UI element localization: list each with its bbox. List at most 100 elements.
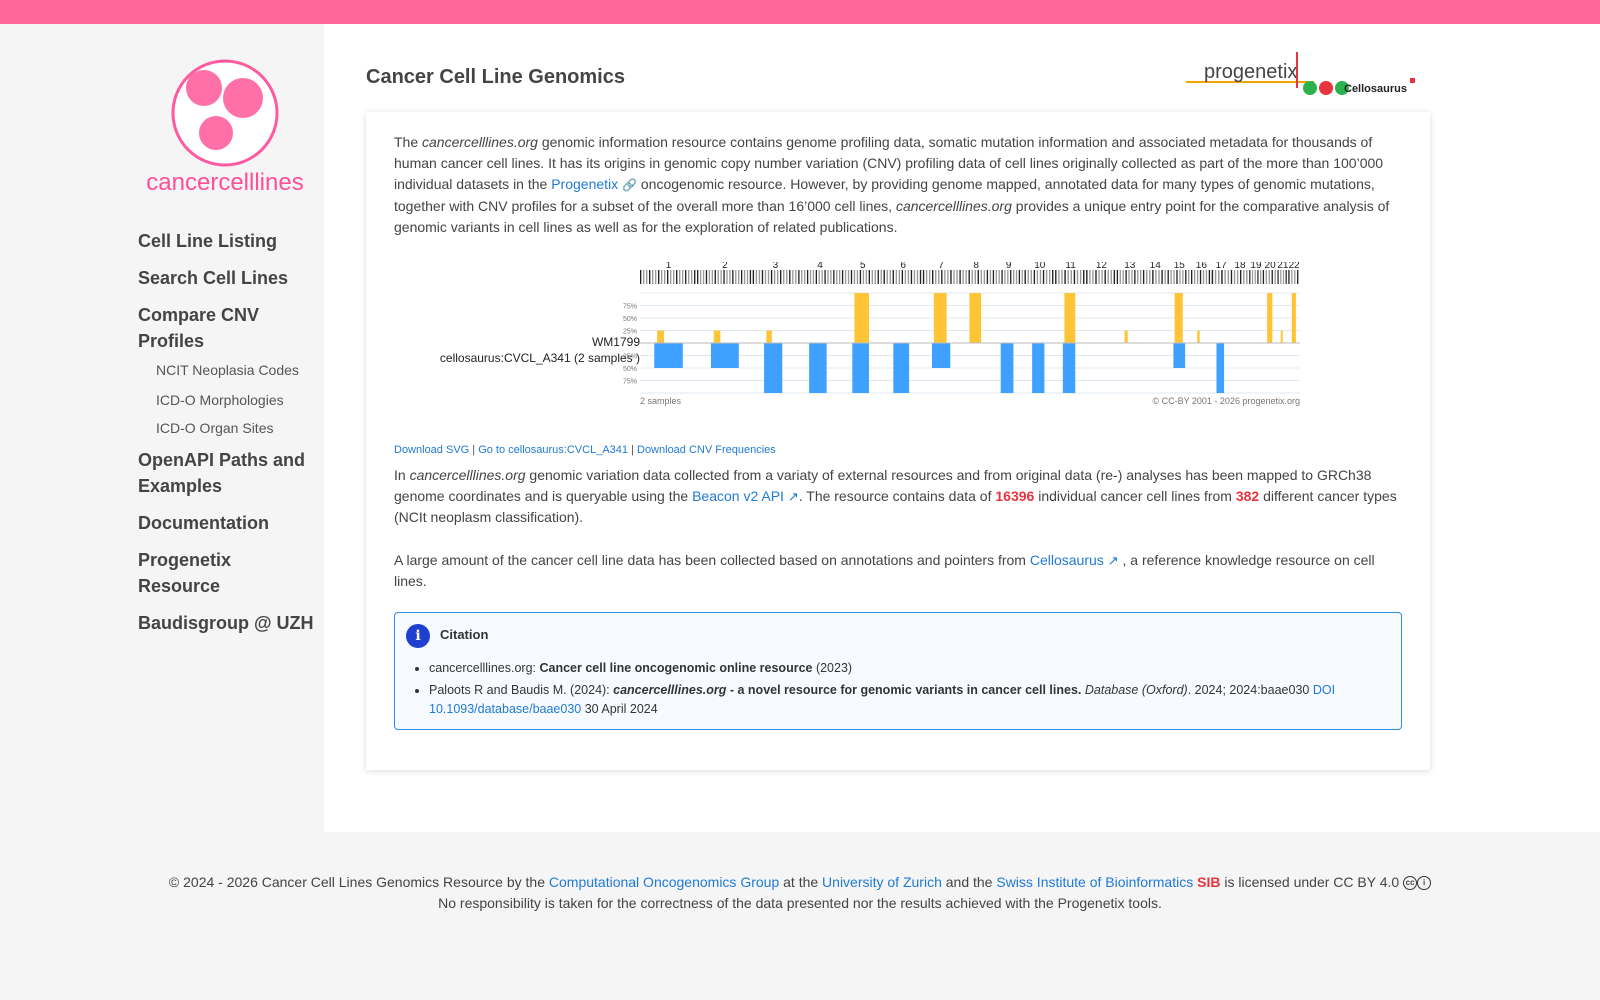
- chromosome-label: 7: [938, 262, 944, 271]
- chromosome-label: 13: [1124, 262, 1136, 271]
- loss-bar: [809, 343, 827, 393]
- computational-oncogenomics-link[interactable]: Computational Oncogenomics Group: [548, 874, 780, 890]
- ideogram-band: [676, 270, 678, 284]
- ideogram-band: [661, 270, 663, 284]
- ideogram-band: [652, 270, 654, 284]
- chromosome-label: 9: [1006, 262, 1012, 271]
- ideogram-band: [977, 270, 979, 284]
- chromosome-label: 17: [1216, 262, 1228, 271]
- ideogram-band: [682, 270, 684, 284]
- ideogram-band: [1230, 270, 1233, 284]
- ideogram-band: [1190, 270, 1193, 284]
- link-icon: 🔗: [622, 178, 637, 192]
- chromosome-label: 21: [1277, 262, 1289, 271]
- ideogram-band: [922, 270, 925, 284]
- ideogram-band: [1146, 270, 1148, 284]
- ideogram-band: [836, 270, 838, 284]
- chromosome-label: 4: [817, 262, 823, 271]
- plot-labels: WM1799 cellosaurus:CVCL_A341 (2 samples …: [394, 334, 640, 366]
- ideogram-band: [1030, 270, 1032, 284]
- nav-search-cell-lines[interactable]: Search Cell Lines: [138, 268, 289, 288]
- ideogram-band: [1233, 270, 1236, 284]
- y-tick-label: 50%: [623, 316, 637, 323]
- cnv-frequency-plot: WM1799 cellosaurus:CVCL_A341 (2 samples …: [394, 262, 1324, 422]
- gain-bar: [969, 293, 982, 343]
- ideogram-band: [1288, 270, 1290, 284]
- ideogram-band: [916, 270, 919, 284]
- beacon-api-link[interactable]: Beacon v2 API: [692, 488, 784, 504]
- university-zurich-link[interactable]: University of Zurich: [822, 874, 942, 890]
- nav-documentation[interactable]: Documentation: [138, 513, 270, 533]
- ideogram-band: [850, 270, 853, 284]
- nav-openapi-paths[interactable]: OpenAPI Paths and Examples: [138, 450, 306, 496]
- ideogram-band: [795, 270, 797, 284]
- ideogram-band: [1042, 270, 1045, 284]
- ideogram-band: [874, 270, 876, 284]
- ideogram-band: [877, 270, 879, 284]
- nav-baudisgroup[interactable]: Baudisgroup @ UZH: [138, 613, 314, 633]
- chromosome-label: 15: [1174, 262, 1186, 271]
- stats-paragraph: In cancercelllines.org genomic variation…: [394, 467, 1397, 525]
- sib-badge: SIB: [1197, 874, 1221, 890]
- nav-progenetix-resource[interactable]: Progenetix Resource: [138, 550, 232, 596]
- ideogram-band: [783, 270, 785, 284]
- chromosome-label: 19: [1250, 262, 1262, 271]
- main-navigation: Cell Line Listing Search Cell Lines Comp…: [138, 228, 318, 647]
- ideogram-band: [691, 270, 693, 284]
- ideogram-band: [992, 270, 995, 284]
- ideogram-band: [711, 270, 713, 284]
- ideogram-band: [901, 270, 904, 284]
- nav-icdo-morphologies[interactable]: ICD-O Morphologies: [156, 392, 284, 408]
- loss-bar: [1062, 343, 1076, 393]
- doi-link[interactable]: DOI 10.1093/database/baae030: [429, 683, 1336, 716]
- ideogram-band: [1083, 270, 1085, 284]
- ideogram-band: [830, 270, 832, 284]
- ideogram-band: [941, 270, 943, 284]
- ideogram-band: [974, 270, 976, 284]
- y-tick-label: 25%: [623, 354, 637, 361]
- ideogram-band: [1152, 270, 1154, 284]
- cellosaurus-logo: Cellosaurus: [1344, 83, 1407, 95]
- ideogram-band: [965, 270, 967, 284]
- nav-cell-line-listing[interactable]: Cell Line Listing: [138, 231, 278, 251]
- ideogram-band: [1001, 270, 1003, 284]
- ideogram-band: [1208, 270, 1211, 284]
- ideogram-band: [959, 270, 961, 284]
- cellosaurus-link[interactable]: Cellosaurus: [1029, 552, 1104, 568]
- ideogram-band: [804, 270, 806, 284]
- ideogram-band: [688, 270, 690, 284]
- ideogram-band: [1254, 270, 1256, 284]
- site-logo[interactable]: cancercelllines: [130, 58, 320, 198]
- y-tick-label: 25%: [623, 329, 637, 336]
- ideogram-band: [1027, 270, 1029, 284]
- cancer-type-count: 382: [1235, 488, 1260, 504]
- ideogram-band: [1282, 270, 1285, 284]
- gain-bar: [1197, 330, 1200, 343]
- nav-ncit-neoplasia-codes[interactable]: NCIT Neoplasia Codes: [156, 362, 299, 378]
- info-icon: i: [406, 624, 430, 648]
- goto-cellosaurus-link[interactable]: Go to cellosaurus:CVCL_A341: [478, 444, 629, 456]
- download-svg-link[interactable]: Download SVG: [394, 444, 470, 456]
- ideogram-band: [776, 270, 779, 284]
- partner-logos[interactable]: progenetix Cellosaurus: [1184, 48, 1416, 98]
- ideogram-band: [770, 270, 773, 284]
- download-cnv-frequencies-link[interactable]: Download CNV Frequencies: [637, 444, 776, 456]
- nav-compare-cnv-profiles[interactable]: Compare CNV Profiles: [138, 305, 260, 351]
- ideogram-band: [812, 270, 815, 284]
- ideogram-band: [738, 270, 740, 284]
- ideogram-band: [919, 270, 922, 284]
- nav-icdo-organ-sites[interactable]: ICD-O Organ Sites: [156, 420, 274, 436]
- ideogram-band: [1257, 270, 1259, 284]
- ideogram-band: [801, 270, 803, 284]
- ideogram-band: [643, 270, 645, 284]
- ideogram-band: [1297, 270, 1299, 284]
- citation-item: cancercelllines.org: Cancer cell line on…: [429, 659, 1369, 678]
- ideogram-band: [1214, 270, 1217, 284]
- ideogram-band: [913, 270, 916, 284]
- ideogram-band: [1079, 270, 1082, 284]
- ideogram-band: [1128, 270, 1130, 284]
- ideogram-band: [664, 270, 666, 284]
- progenetix-link[interactable]: Progenetix: [551, 176, 619, 192]
- sib-link[interactable]: Swiss Institute of Bioinformatics: [996, 874, 1194, 890]
- ideogram-band: [1122, 270, 1124, 284]
